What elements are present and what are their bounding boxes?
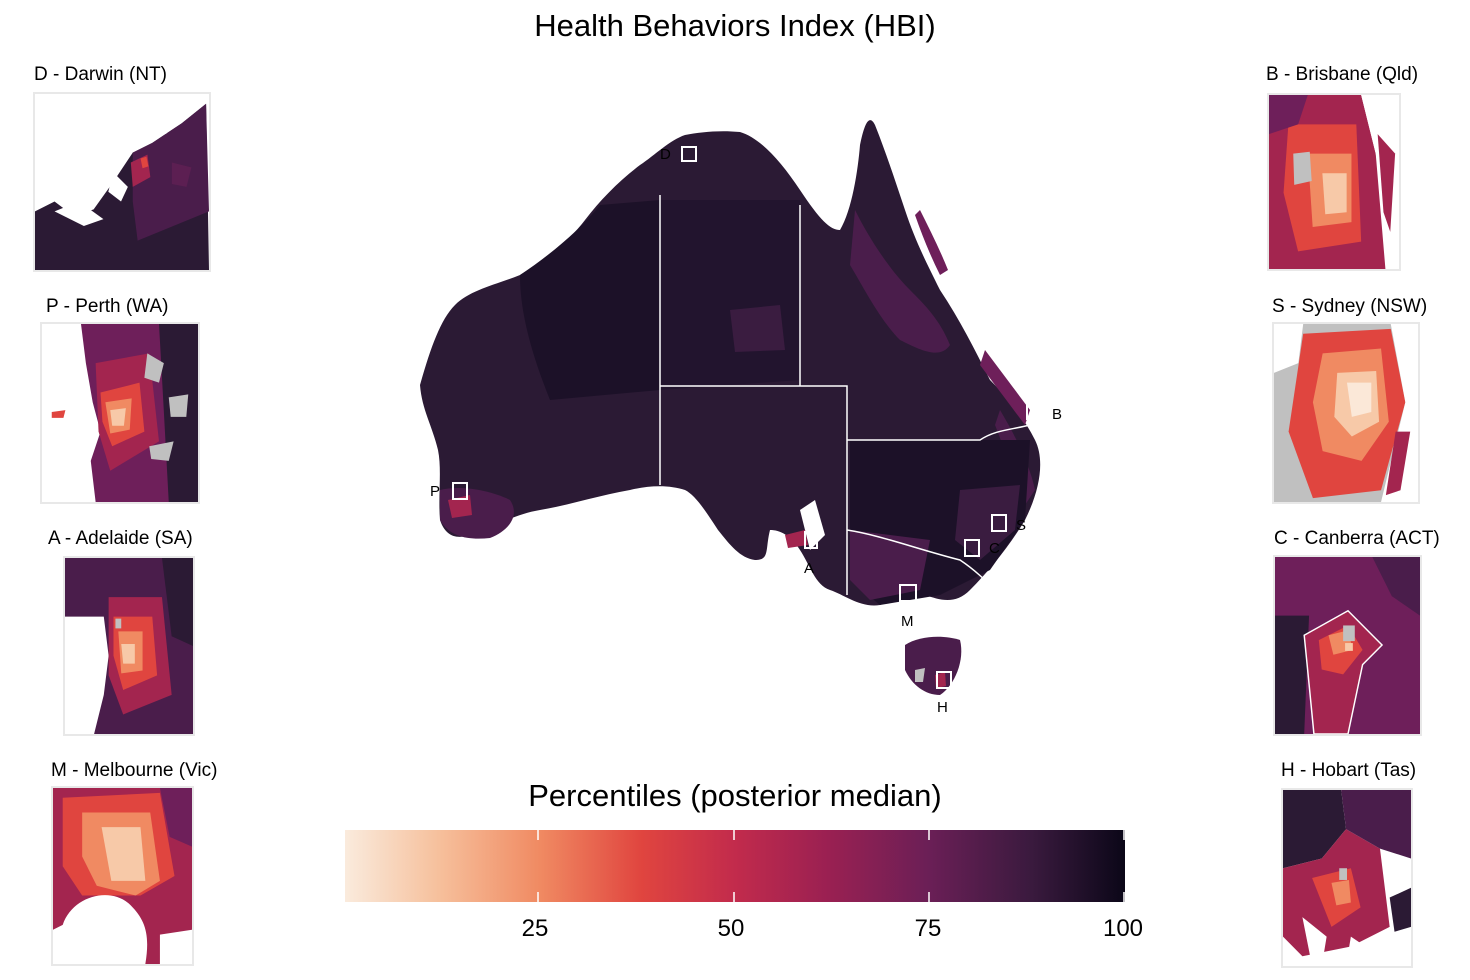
inset-map-melbourne	[51, 786, 194, 966]
inset-label-melbourne: M - Melbourne (Vic)	[51, 760, 218, 781]
inset-map-brisbane	[1267, 93, 1401, 271]
inset-label-darwin: D - Darwin (NT)	[34, 64, 167, 85]
legend-tick-25: 25	[521, 915, 549, 942]
legend-tick-50: 50	[717, 915, 745, 942]
inset-label-canberra: C - Canberra (ACT)	[1274, 528, 1440, 549]
marker-label-m: M	[901, 613, 914, 630]
inset-label-brisbane: B - Brisbane (Qld)	[1266, 64, 1419, 85]
inset-label-perth: P - Perth (WA)	[46, 296, 169, 317]
inset-map-sydney	[1272, 322, 1420, 504]
inset-label-sydney: S - Sydney (NSW)	[1272, 296, 1428, 317]
marker-label-a: A	[804, 560, 814, 577]
marker-label-c: C	[989, 540, 1000, 557]
legend-tick-100: 100	[1102, 915, 1144, 942]
marker-label-h: H	[937, 699, 948, 716]
figure-title: Health Behaviors Index (HBI)	[534, 8, 936, 43]
legend-tick-75: 75	[914, 915, 942, 942]
legend-title: Percentiles (posterior median)	[528, 778, 942, 813]
marker-label-p: P	[430, 483, 440, 500]
main-map-australia: D B P S C A M H	[400, 90, 1080, 730]
legend-colorbar	[345, 830, 1125, 902]
marker-label-s: S	[1016, 517, 1026, 534]
inset-map-hobart	[1281, 788, 1413, 968]
inset-map-perth	[40, 322, 200, 504]
inset-map-canberra	[1273, 555, 1422, 736]
marker-label-b: B	[1052, 406, 1062, 423]
inset-label-hobart: H - Hobart (Tas)	[1281, 760, 1417, 781]
marker-label-d: D	[660, 146, 671, 163]
inset-map-darwin	[33, 92, 211, 272]
inset-map-adelaide	[63, 556, 195, 736]
inset-label-adelaide: A - Adelaide (SA)	[48, 528, 193, 549]
